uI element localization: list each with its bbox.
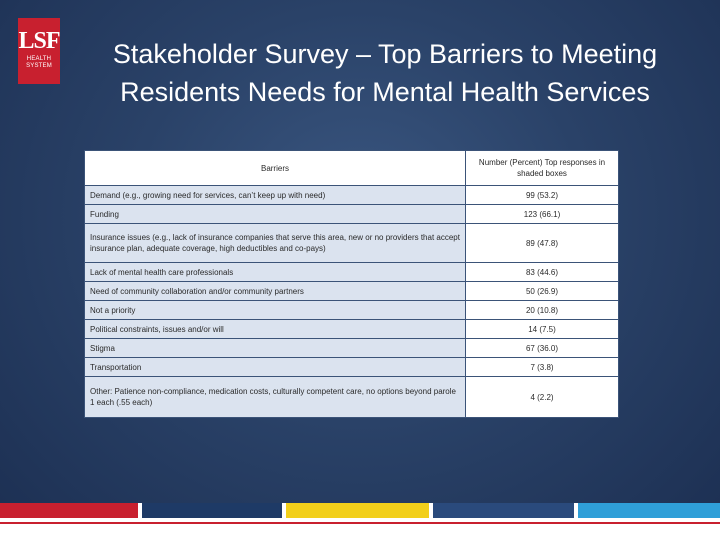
response-cell: 123 (66.1) (465, 204, 619, 224)
response-cell: 4 (2.2) (465, 376, 619, 418)
footer-stripe-red (0, 503, 138, 518)
response-cell: 89 (47.8) (465, 223, 619, 263)
logo-mark: LSF (18, 28, 60, 54)
table-row: Demand (e.g., growing need for services,… (84, 185, 619, 205)
barrier-cell: Lack of mental health care professionals (84, 262, 466, 282)
response-cell: 83 (44.6) (465, 262, 619, 282)
table-row: Need of community collaboration and/or c… (84, 281, 619, 301)
table-header-row: Barriers Number (Percent) Top responses … (84, 150, 619, 186)
barrier-cell: Not a priority (84, 300, 466, 320)
lsf-logo: LSF HEALTH SYSTEM (18, 18, 61, 84)
response-cell: 14 (7.5) (465, 319, 619, 339)
barrier-cell: Other: Patience non-compliance, medicati… (84, 376, 466, 418)
footer-stripe-blue (433, 503, 574, 518)
table-row: Other: Patience non-compliance, medicati… (84, 376, 619, 418)
table-row: Not a priority 20 (10.8) (84, 300, 619, 320)
table-row: Funding 123 (66.1) (84, 204, 619, 224)
barrier-cell: Political constraints, issues and/or wil… (84, 319, 466, 339)
slide-title: Stakeholder Survey – Top Barriers to Mee… (112, 39, 658, 107)
response-cell: 67 (36.0) (465, 338, 619, 358)
footer-stripe-light-blue (578, 503, 720, 518)
barrier-cell: Need of community collaboration and/or c… (84, 281, 466, 301)
logo-subtitle-2: SYSTEM (26, 63, 52, 69)
header-responses: Number (Percent) Top responses in shaded… (465, 150, 619, 186)
table-row: Transportation 7 (3.8) (84, 357, 619, 377)
logo-subtitle-1: HEALTH (26, 56, 52, 62)
response-cell: 50 (26.9) (465, 281, 619, 301)
barrier-cell: Stigma (84, 338, 466, 358)
footer-stripe-yellow (286, 503, 429, 518)
table-row: Stigma 67 (36.0) (84, 338, 619, 358)
footer-red-line (0, 522, 720, 524)
barrier-cell: Transportation (84, 357, 466, 377)
barrier-cell: Funding (84, 204, 466, 224)
table-row: Political constraints, issues and/or wil… (84, 319, 619, 339)
footer-stripe-navy (142, 503, 282, 518)
table-row: Lack of mental health care professionals… (84, 262, 619, 282)
response-cell: 99 (53.2) (465, 185, 619, 205)
barrier-cell: Insurance issues (e.g., lack of insuranc… (84, 223, 466, 263)
barrier-cell: Demand (e.g., growing need for services,… (84, 185, 466, 205)
barriers-table: Barriers Number (Percent) Top responses … (84, 150, 619, 418)
response-cell: 20 (10.8) (465, 300, 619, 320)
response-cell: 7 (3.8) (465, 357, 619, 377)
table-row: Insurance issues (e.g., lack of insuranc… (84, 223, 619, 263)
header-barriers: Barriers (84, 150, 466, 186)
